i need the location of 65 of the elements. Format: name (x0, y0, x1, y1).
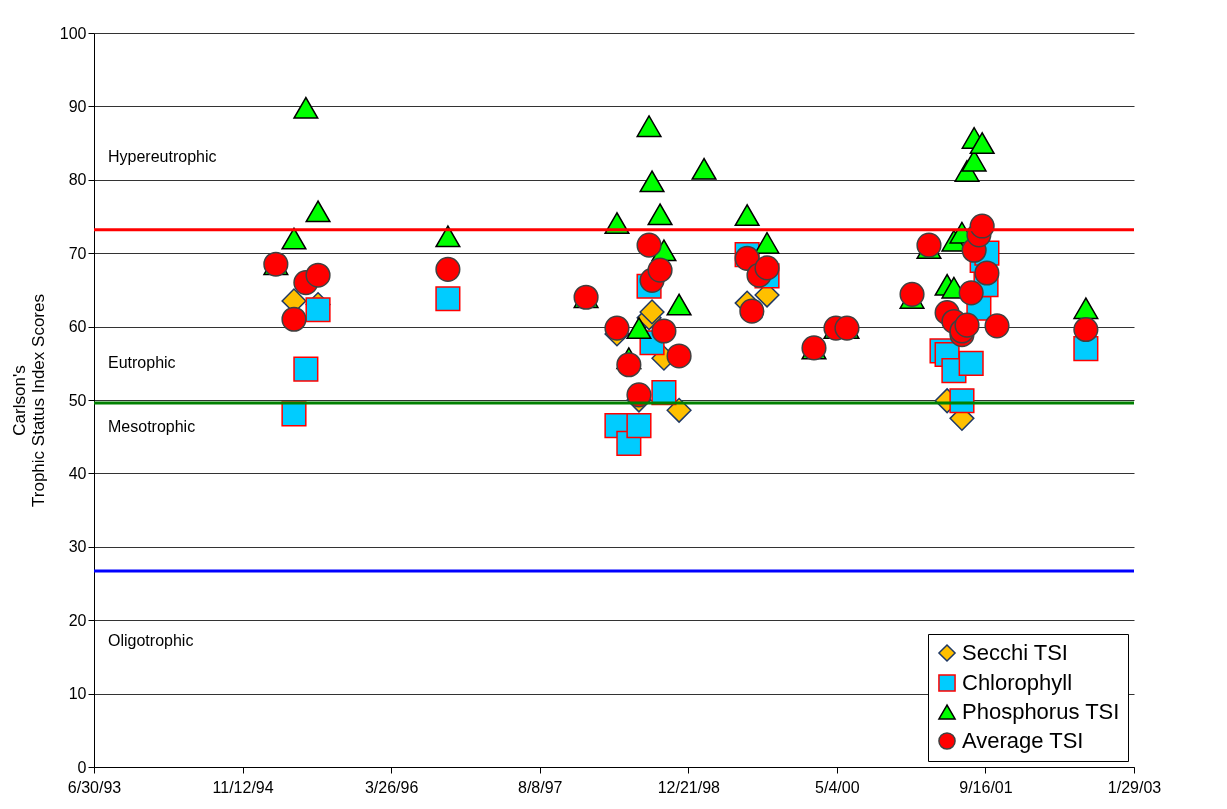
point (639, 170, 665, 193)
point (739, 298, 765, 324)
point (636, 232, 662, 258)
x-tick-label: 3/26/96 (364, 778, 419, 796)
y-tick-label: 70 (68, 244, 87, 262)
point (958, 280, 984, 306)
annotation: Mesotrophic (108, 417, 196, 435)
legend-label: Phosphorus TSI (962, 699, 1120, 724)
point (305, 297, 331, 323)
point (958, 350, 984, 376)
x-tick-label: 6/30/93 (67, 778, 122, 796)
legend-label: Chlorophyll (962, 670, 1073, 695)
legend-label: Average TSI (962, 728, 1084, 753)
point (754, 255, 780, 281)
point (666, 343, 692, 369)
point (647, 257, 673, 283)
point (435, 256, 461, 282)
y-tick-label: 10 (68, 685, 87, 703)
y-tick-label: 50 (68, 391, 87, 409)
point (616, 352, 642, 378)
point (636, 115, 662, 138)
point (435, 286, 461, 312)
point (305, 200, 331, 223)
y-tick-label: 30 (68, 538, 87, 556)
x-tick-label: 5/4/00 (815, 778, 860, 796)
x-tick-label: 1/29/03 (1107, 778, 1162, 796)
y-tick-label: 60 (68, 318, 87, 336)
point (1073, 316, 1099, 343)
point (293, 356, 319, 382)
legend-label: Secchi TSI (962, 640, 1068, 665)
y-tick-label: 20 (68, 611, 87, 629)
annotation: Eutrophic (108, 353, 176, 371)
annotation: Oligotrophic (108, 632, 194, 650)
x-tick-label: 12/21/98 (657, 778, 721, 796)
point (435, 225, 461, 248)
point (899, 281, 925, 307)
point (626, 317, 652, 340)
y-tick-label: 40 (68, 464, 87, 482)
point (604, 315, 630, 341)
point (626, 413, 652, 439)
point (954, 312, 980, 338)
point (281, 306, 307, 332)
point (293, 96, 319, 119)
x-tick-label: 8/8/97 (517, 778, 563, 796)
x-tick-label: 11/12/94 (212, 778, 274, 796)
y-tick-label: 80 (68, 171, 87, 189)
point (969, 132, 995, 155)
y-axis-title: Carlson's Trophic Status Index Scores (9, 294, 48, 507)
point (647, 203, 673, 226)
point (281, 401, 307, 427)
point (1073, 297, 1099, 320)
x-tick-label: 9/16/01 (959, 778, 1013, 796)
point (691, 157, 717, 180)
y-tick-label: 0 (77, 758, 87, 776)
point (305, 262, 331, 288)
annotation: Hypereutrophic (108, 147, 217, 165)
point (639, 299, 665, 325)
y-tick-label: 100 (59, 24, 87, 42)
y-tick-label: 90 (68, 97, 87, 115)
point (651, 318, 677, 344)
point (666, 293, 692, 316)
point (984, 313, 1010, 339)
point (734, 204, 760, 227)
point (754, 231, 780, 254)
point (916, 232, 942, 258)
